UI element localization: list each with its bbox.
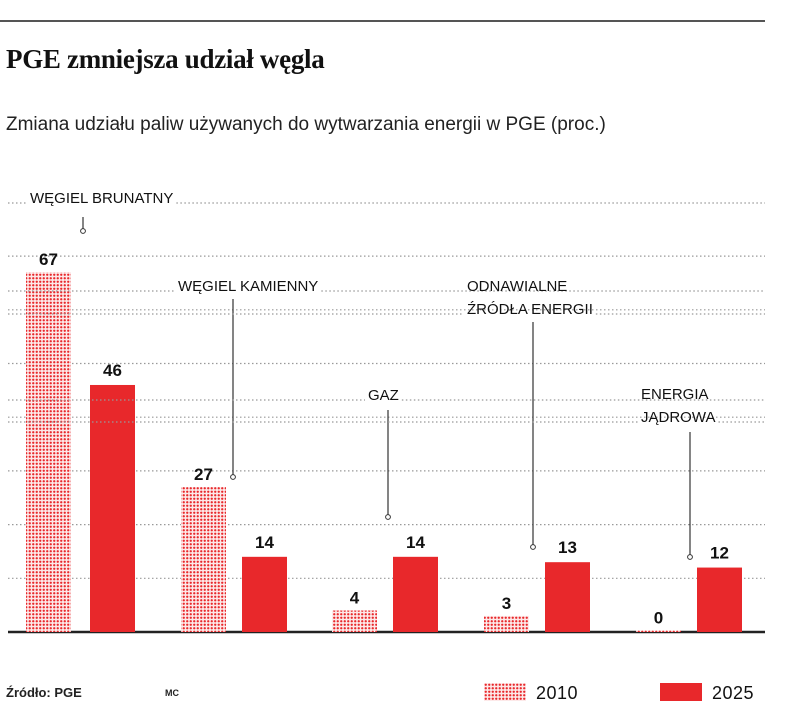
source-note: Źródło: PGE <box>6 685 82 700</box>
category-label: ŹRÓDŁA ENERGII <box>467 301 593 318</box>
bar-2025 <box>242 556 287 632</box>
connector-dot <box>385 514 391 520</box>
connector-dot <box>530 544 536 550</box>
legend-label-2025: 2025 <box>712 683 755 703</box>
chart-title: PGE zmniejsza udział węgla <box>6 44 325 74</box>
bar-2010 <box>26 272 71 632</box>
bar-2010 <box>636 630 681 632</box>
bar-2025 <box>393 556 438 632</box>
value-label-2025: 46 <box>103 361 122 380</box>
value-label-2010: 27 <box>194 465 213 484</box>
value-label-2025: 13 <box>558 538 577 557</box>
chart-subtitle: Zmiana udziału paliw używanych do wytwar… <box>6 114 606 135</box>
category-label: GAZ <box>368 387 399 404</box>
category-label: JĄDROWA <box>641 409 715 426</box>
bar-2025 <box>545 562 590 632</box>
value-label-2010: 0 <box>654 609 663 628</box>
category-label: ENERGIA <box>641 386 709 403</box>
value-label-2010: 67 <box>39 250 58 269</box>
connector-dot <box>230 474 236 480</box>
bar-2010 <box>181 487 226 632</box>
bar-2025 <box>90 384 135 632</box>
category-label: WĘGIEL KAMIENNY <box>178 278 318 295</box>
category-label: WĘGIEL BRUNATNY <box>30 190 173 207</box>
connector-dot <box>80 228 86 234</box>
legend-swatch-2010 <box>484 683 526 701</box>
author-initials: MC <box>165 688 179 698</box>
value-label-2010: 4 <box>350 589 360 608</box>
bar-2010 <box>484 615 529 632</box>
category-label: ODNAWIALNE <box>467 278 567 295</box>
value-label-2025: 14 <box>255 533 274 552</box>
bar-2010 <box>332 610 377 632</box>
value-label-2010: 3 <box>502 594 511 613</box>
value-label-2025: 14 <box>406 533 425 552</box>
bar-2025 <box>697 567 742 632</box>
value-label-2025: 12 <box>710 544 729 563</box>
connector-dot <box>687 554 693 560</box>
legend-swatch-2025 <box>660 683 702 701</box>
top-rule <box>0 20 765 22</box>
legend-label-2010: 2010 <box>536 683 579 703</box>
